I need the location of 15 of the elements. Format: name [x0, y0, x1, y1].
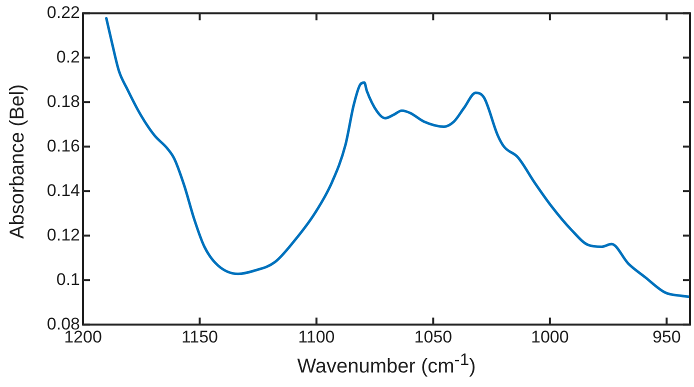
y-tick-label: 0.2 — [56, 47, 80, 66]
x-tick-label: 1050 — [414, 327, 452, 346]
y-tick-label: 0.18 — [46, 92, 80, 111]
x-tick-label: 950 — [652, 327, 681, 346]
y-tick-label: 0.14 — [46, 180, 80, 200]
line-series — [105, 17, 690, 298]
x-tick-label: 1150 — [181, 327, 218, 346]
y-tick-label: 0.12 — [46, 225, 80, 244]
x-axis-title: Wavenumber (cm$^{-1}$) — [296, 350, 477, 379]
x-tick-label: 1000 — [531, 327, 569, 346]
y-tick-label: 0.1 — [56, 270, 80, 289]
x-tick-label: 1100 — [298, 327, 335, 346]
y-tick-label: 0.22 — [46, 2, 80, 22]
y-tick-label: 0.16 — [46, 136, 80, 156]
y-axis-title: Absorbance (Bel) — [6, 83, 30, 241]
